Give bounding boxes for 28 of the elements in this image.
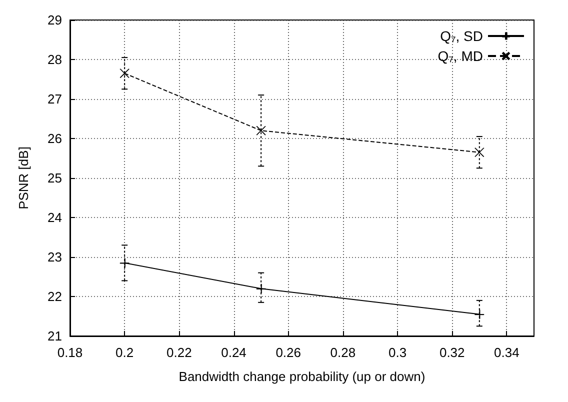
y-tick-label: 21 (48, 328, 62, 344)
y-tick-label: 26 (48, 131, 62, 146)
x-tick-label: 0.32 (439, 345, 465, 360)
point (256, 126, 266, 136)
y-tick-label: 25 (48, 170, 62, 186)
legend-label: Q₇, MD (438, 48, 483, 64)
y-tick-label: 29 (48, 12, 62, 28)
x-axis-title: Bandwidth change probability (up or down) (178, 369, 426, 384)
x-tick-label: 0.26 (276, 345, 302, 360)
x-tick-label: 0.18 (57, 345, 83, 360)
y-tick-label: 22 (48, 289, 62, 304)
x-tick-label: 0.22 (166, 345, 192, 360)
x-tick-label: 0.2 (116, 345, 134, 360)
point (120, 68, 130, 78)
y-tick-label: 24 (48, 210, 62, 225)
y-axis-title: PSNR [dB] (16, 146, 31, 210)
y-tick-label: 23 (48, 250, 62, 264)
y-tick-label: 28 (48, 52, 62, 67)
point (474, 148, 484, 158)
x-tick-label: 0.3 (388, 345, 407, 360)
point (256, 284, 266, 294)
y-tick-label: 27 (48, 92, 62, 106)
point (474, 310, 484, 320)
x-tick-label: 0.24 (221, 345, 246, 360)
x-tick-label: 0.28 (330, 345, 356, 360)
x-tick-label: 0.34 (494, 345, 520, 360)
point (120, 258, 130, 268)
legend-label: Q₇, SD (440, 28, 483, 44)
